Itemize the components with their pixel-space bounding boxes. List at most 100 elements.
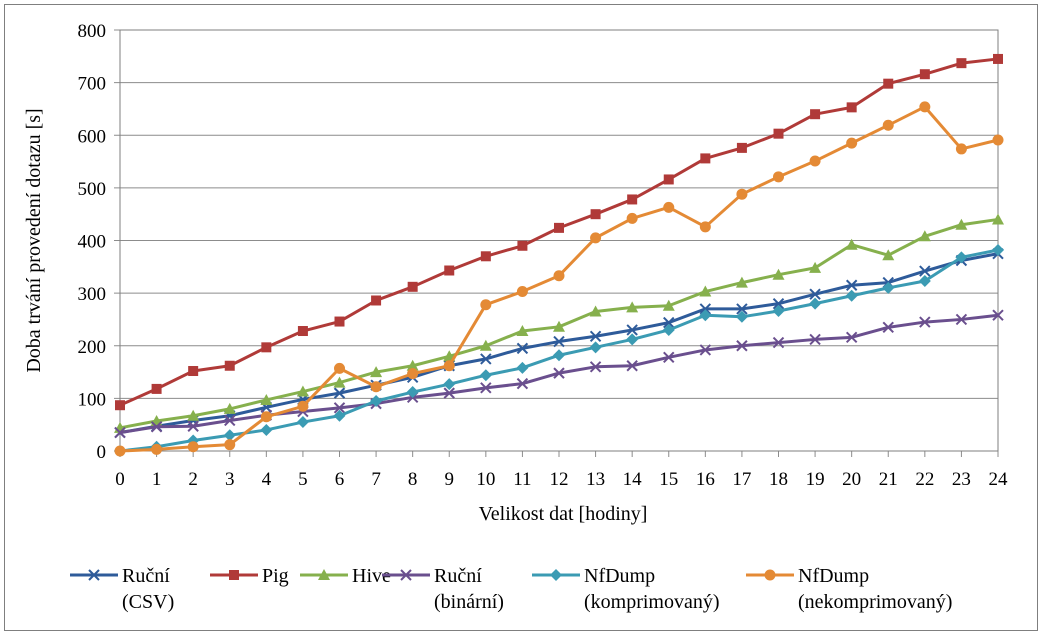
data-point — [480, 251, 491, 262]
x-tick-label: 23 — [952, 469, 971, 490]
data-point — [333, 376, 346, 388]
x-tick-label: 7 — [371, 469, 381, 490]
data-point — [223, 402, 236, 414]
data-point — [406, 359, 419, 371]
data-point — [992, 213, 1004, 225]
data-point — [992, 309, 1004, 321]
data-point — [444, 265, 455, 276]
data-point — [845, 331, 858, 344]
x-tick-label: 5 — [298, 469, 308, 490]
data-point — [736, 142, 747, 153]
data-point — [955, 251, 968, 264]
series-lines — [114, 53, 1004, 457]
data-point — [333, 409, 346, 422]
data-point — [918, 275, 931, 288]
y-tick-label: 600 — [78, 126, 107, 147]
data-point — [480, 299, 492, 311]
x-tick-label: 3 — [225, 469, 235, 490]
data-point — [590, 209, 601, 220]
x-tick-label: 1 — [152, 469, 162, 490]
legend-item: Hive — [300, 565, 391, 587]
data-point — [919, 265, 931, 277]
grid — [120, 29, 998, 452]
data-point — [773, 128, 784, 139]
data-point — [627, 194, 638, 205]
data-point — [735, 276, 748, 288]
data-point — [370, 366, 383, 378]
y-tick-label: 300 — [78, 284, 107, 305]
data-point — [882, 119, 894, 131]
data-point — [371, 295, 382, 306]
data-point — [223, 429, 236, 442]
y-tick-label: 0 — [97, 442, 107, 463]
data-point — [479, 339, 492, 351]
data-point — [589, 361, 602, 373]
data-point — [955, 143, 967, 155]
legend-marker — [400, 569, 412, 581]
data-point — [297, 326, 308, 337]
data-point — [773, 171, 784, 183]
x-tick-label: 8 — [408, 469, 418, 490]
data-point — [516, 342, 529, 355]
data-point — [187, 441, 199, 453]
x-tick-label: 4 — [262, 469, 272, 490]
data-point — [662, 299, 675, 311]
y-tick-label: 700 — [78, 74, 107, 95]
legend-label-line2: (binární) — [434, 591, 504, 613]
data-point — [699, 285, 712, 297]
legend-label-line1: Ruční — [122, 565, 170, 587]
x-tick-label: 0 — [115, 469, 125, 490]
data-point — [261, 342, 272, 353]
data-point — [663, 174, 674, 185]
x-tick-label: 19 — [806, 469, 825, 490]
series-4 — [114, 309, 1004, 439]
data-point — [590, 232, 602, 244]
legend-label-line2: (nekomprimovaný) — [798, 591, 952, 613]
y-tick-label: 100 — [78, 389, 107, 410]
data-point — [407, 281, 418, 292]
data-point — [810, 109, 821, 120]
legend-label-line2: (komprimovaný) — [584, 591, 720, 613]
data-point — [224, 360, 235, 371]
data-point — [406, 386, 419, 399]
data-point — [809, 155, 821, 167]
data-point — [589, 330, 602, 342]
data-point — [955, 218, 968, 230]
data-point — [918, 230, 931, 242]
data-point — [662, 323, 675, 336]
data-point — [516, 286, 528, 298]
data-point — [297, 400, 309, 412]
data-point — [956, 58, 967, 69]
data-point — [480, 382, 492, 394]
legend-label-line1: Ruční — [434, 565, 482, 587]
y-tick-label: 500 — [78, 179, 107, 200]
data-point — [516, 377, 529, 390]
data-point — [480, 353, 492, 365]
data-point — [992, 243, 1004, 256]
data-point — [296, 385, 309, 397]
data-point — [589, 341, 602, 354]
legend-item: Pig — [210, 565, 289, 587]
data-point — [772, 268, 785, 280]
data-point — [333, 402, 346, 414]
data-point — [809, 261, 822, 273]
data-point — [479, 369, 492, 382]
data-point — [993, 53, 1003, 64]
data-point — [883, 78, 894, 89]
x-tick-label: 11 — [513, 469, 531, 490]
data-point — [516, 325, 529, 337]
x-tick-label: 15 — [659, 469, 678, 490]
data-point — [553, 335, 565, 348]
data-point — [370, 381, 382, 393]
data-point — [699, 221, 711, 233]
data-point — [114, 426, 126, 439]
legend-label-line1: Hive — [352, 565, 391, 587]
data-point — [699, 309, 712, 322]
data-point — [334, 316, 345, 327]
legend-marker — [88, 569, 100, 581]
y-tick-label: 200 — [78, 337, 107, 358]
x-tick-label: 24 — [989, 469, 1009, 490]
data-point — [809, 333, 821, 346]
x-tick-label: 9 — [445, 469, 455, 490]
